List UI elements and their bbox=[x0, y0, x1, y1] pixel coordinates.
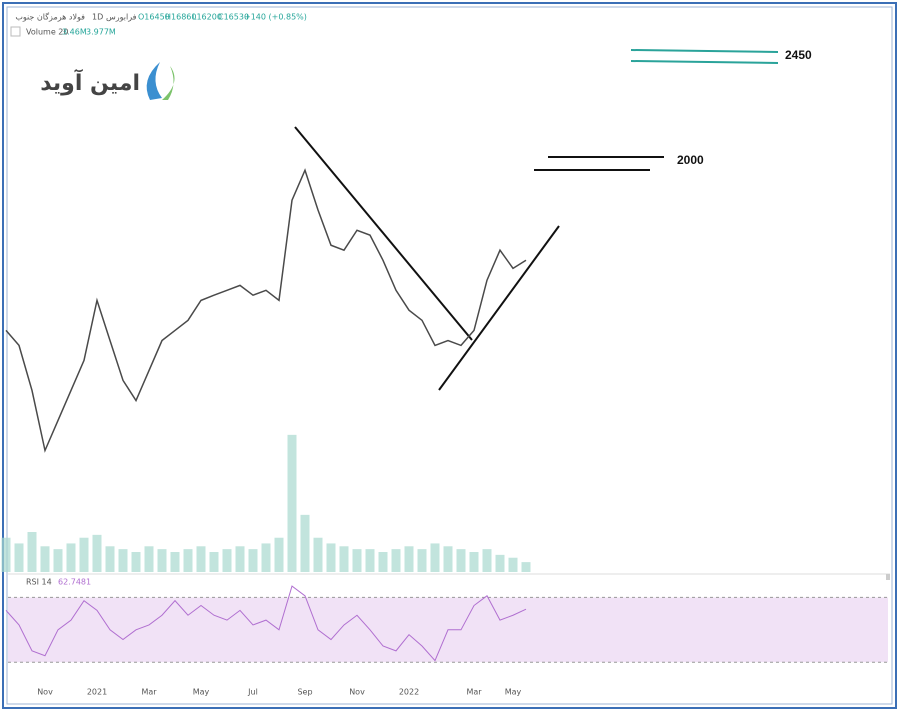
logo-text: امین آوید bbox=[40, 68, 140, 96]
volume-bar bbox=[508, 557, 518, 572]
x-tick-label: Nov bbox=[37, 688, 53, 697]
volume-bar bbox=[404, 546, 414, 572]
volume-bar bbox=[235, 546, 245, 572]
logo-icon bbox=[146, 62, 162, 100]
volume-bar bbox=[456, 549, 466, 572]
volume-label: Volume 20 bbox=[26, 28, 68, 37]
volume-bar bbox=[469, 552, 479, 572]
volume-bar bbox=[92, 534, 102, 572]
volume-bar bbox=[326, 543, 336, 572]
volume-bar bbox=[53, 549, 63, 572]
volume-bar bbox=[170, 552, 180, 572]
volume-bar bbox=[300, 514, 310, 572]
x-tick-label: May bbox=[193, 688, 210, 697]
rsi-label: RSI 14 bbox=[26, 578, 52, 587]
ohlc-high: H16860 bbox=[165, 13, 196, 22]
x-tick-label: 2021 bbox=[87, 688, 107, 697]
volume-bar bbox=[365, 549, 375, 572]
trend-line bbox=[438, 225, 560, 391]
volume-bar bbox=[495, 554, 505, 572]
resistance-line bbox=[630, 60, 779, 64]
ohlc-close: C16530 bbox=[218, 13, 249, 22]
x-tick-label: Mar bbox=[466, 688, 482, 697]
resistance-line bbox=[630, 49, 779, 53]
volume-bar bbox=[209, 552, 219, 572]
volume-bar bbox=[79, 537, 89, 572]
volume-bar bbox=[118, 549, 128, 572]
volume-last: 3.46M bbox=[62, 28, 87, 37]
volume-bar bbox=[287, 434, 297, 572]
volume-bar bbox=[352, 549, 362, 572]
volume-bar bbox=[131, 552, 141, 572]
trend-line bbox=[294, 126, 473, 341]
x-tick-label: May bbox=[505, 688, 522, 697]
volume-bar bbox=[157, 549, 167, 572]
volume-bar bbox=[27, 532, 37, 572]
volume-bar bbox=[105, 546, 115, 572]
volume-bar bbox=[417, 549, 427, 572]
rsi-line bbox=[5, 585, 527, 662]
volume-bar bbox=[1, 537, 11, 572]
volume-average: 3.977M bbox=[86, 28, 116, 37]
volume-bar bbox=[14, 543, 24, 572]
volume-bar bbox=[430, 543, 440, 572]
volume-bar bbox=[378, 552, 388, 572]
volume-bar bbox=[261, 543, 271, 572]
volume-bar bbox=[274, 537, 284, 572]
volume-bar bbox=[248, 549, 258, 572]
ohlc-open: O16450 bbox=[138, 13, 170, 22]
x-tick-label: 2022 bbox=[399, 688, 419, 697]
x-tick-label: Mar bbox=[141, 688, 157, 697]
annotation: 2450 bbox=[785, 48, 812, 62]
x-tick-label: Nov bbox=[349, 688, 365, 697]
volume-bar bbox=[521, 562, 531, 572]
volume-bar bbox=[339, 546, 349, 572]
ohlc-low: L16200 bbox=[192, 13, 222, 22]
inner-frame bbox=[6, 6, 893, 705]
volume-bar bbox=[66, 543, 76, 572]
volume-bar bbox=[443, 546, 453, 572]
volume-bar bbox=[391, 549, 401, 572]
exchange: فرابورس bbox=[106, 13, 137, 22]
x-tick-label: Sep bbox=[297, 688, 312, 697]
volume-bar bbox=[40, 546, 50, 572]
price-line bbox=[5, 168, 527, 453]
rsi-last: 62.7481 bbox=[58, 578, 91, 587]
symbol: فولاد هرمزگان جنوب bbox=[15, 12, 85, 22]
annotation: 2000 bbox=[677, 153, 704, 167]
volume-bar bbox=[183, 549, 193, 572]
volume-bar bbox=[222, 549, 232, 572]
volume-bar bbox=[482, 549, 492, 572]
interval: 1D bbox=[92, 13, 103, 22]
scroll-marker bbox=[886, 574, 890, 580]
volume-bar bbox=[144, 546, 154, 572]
volume-bar bbox=[313, 537, 323, 572]
x-tick-label: Jul bbox=[247, 688, 258, 697]
ohlc-change: +140 (+0.85%) bbox=[244, 13, 307, 22]
collapse-button[interactable] bbox=[10, 26, 21, 37]
logo-icon bbox=[162, 66, 175, 100]
volume-bar bbox=[196, 546, 206, 572]
